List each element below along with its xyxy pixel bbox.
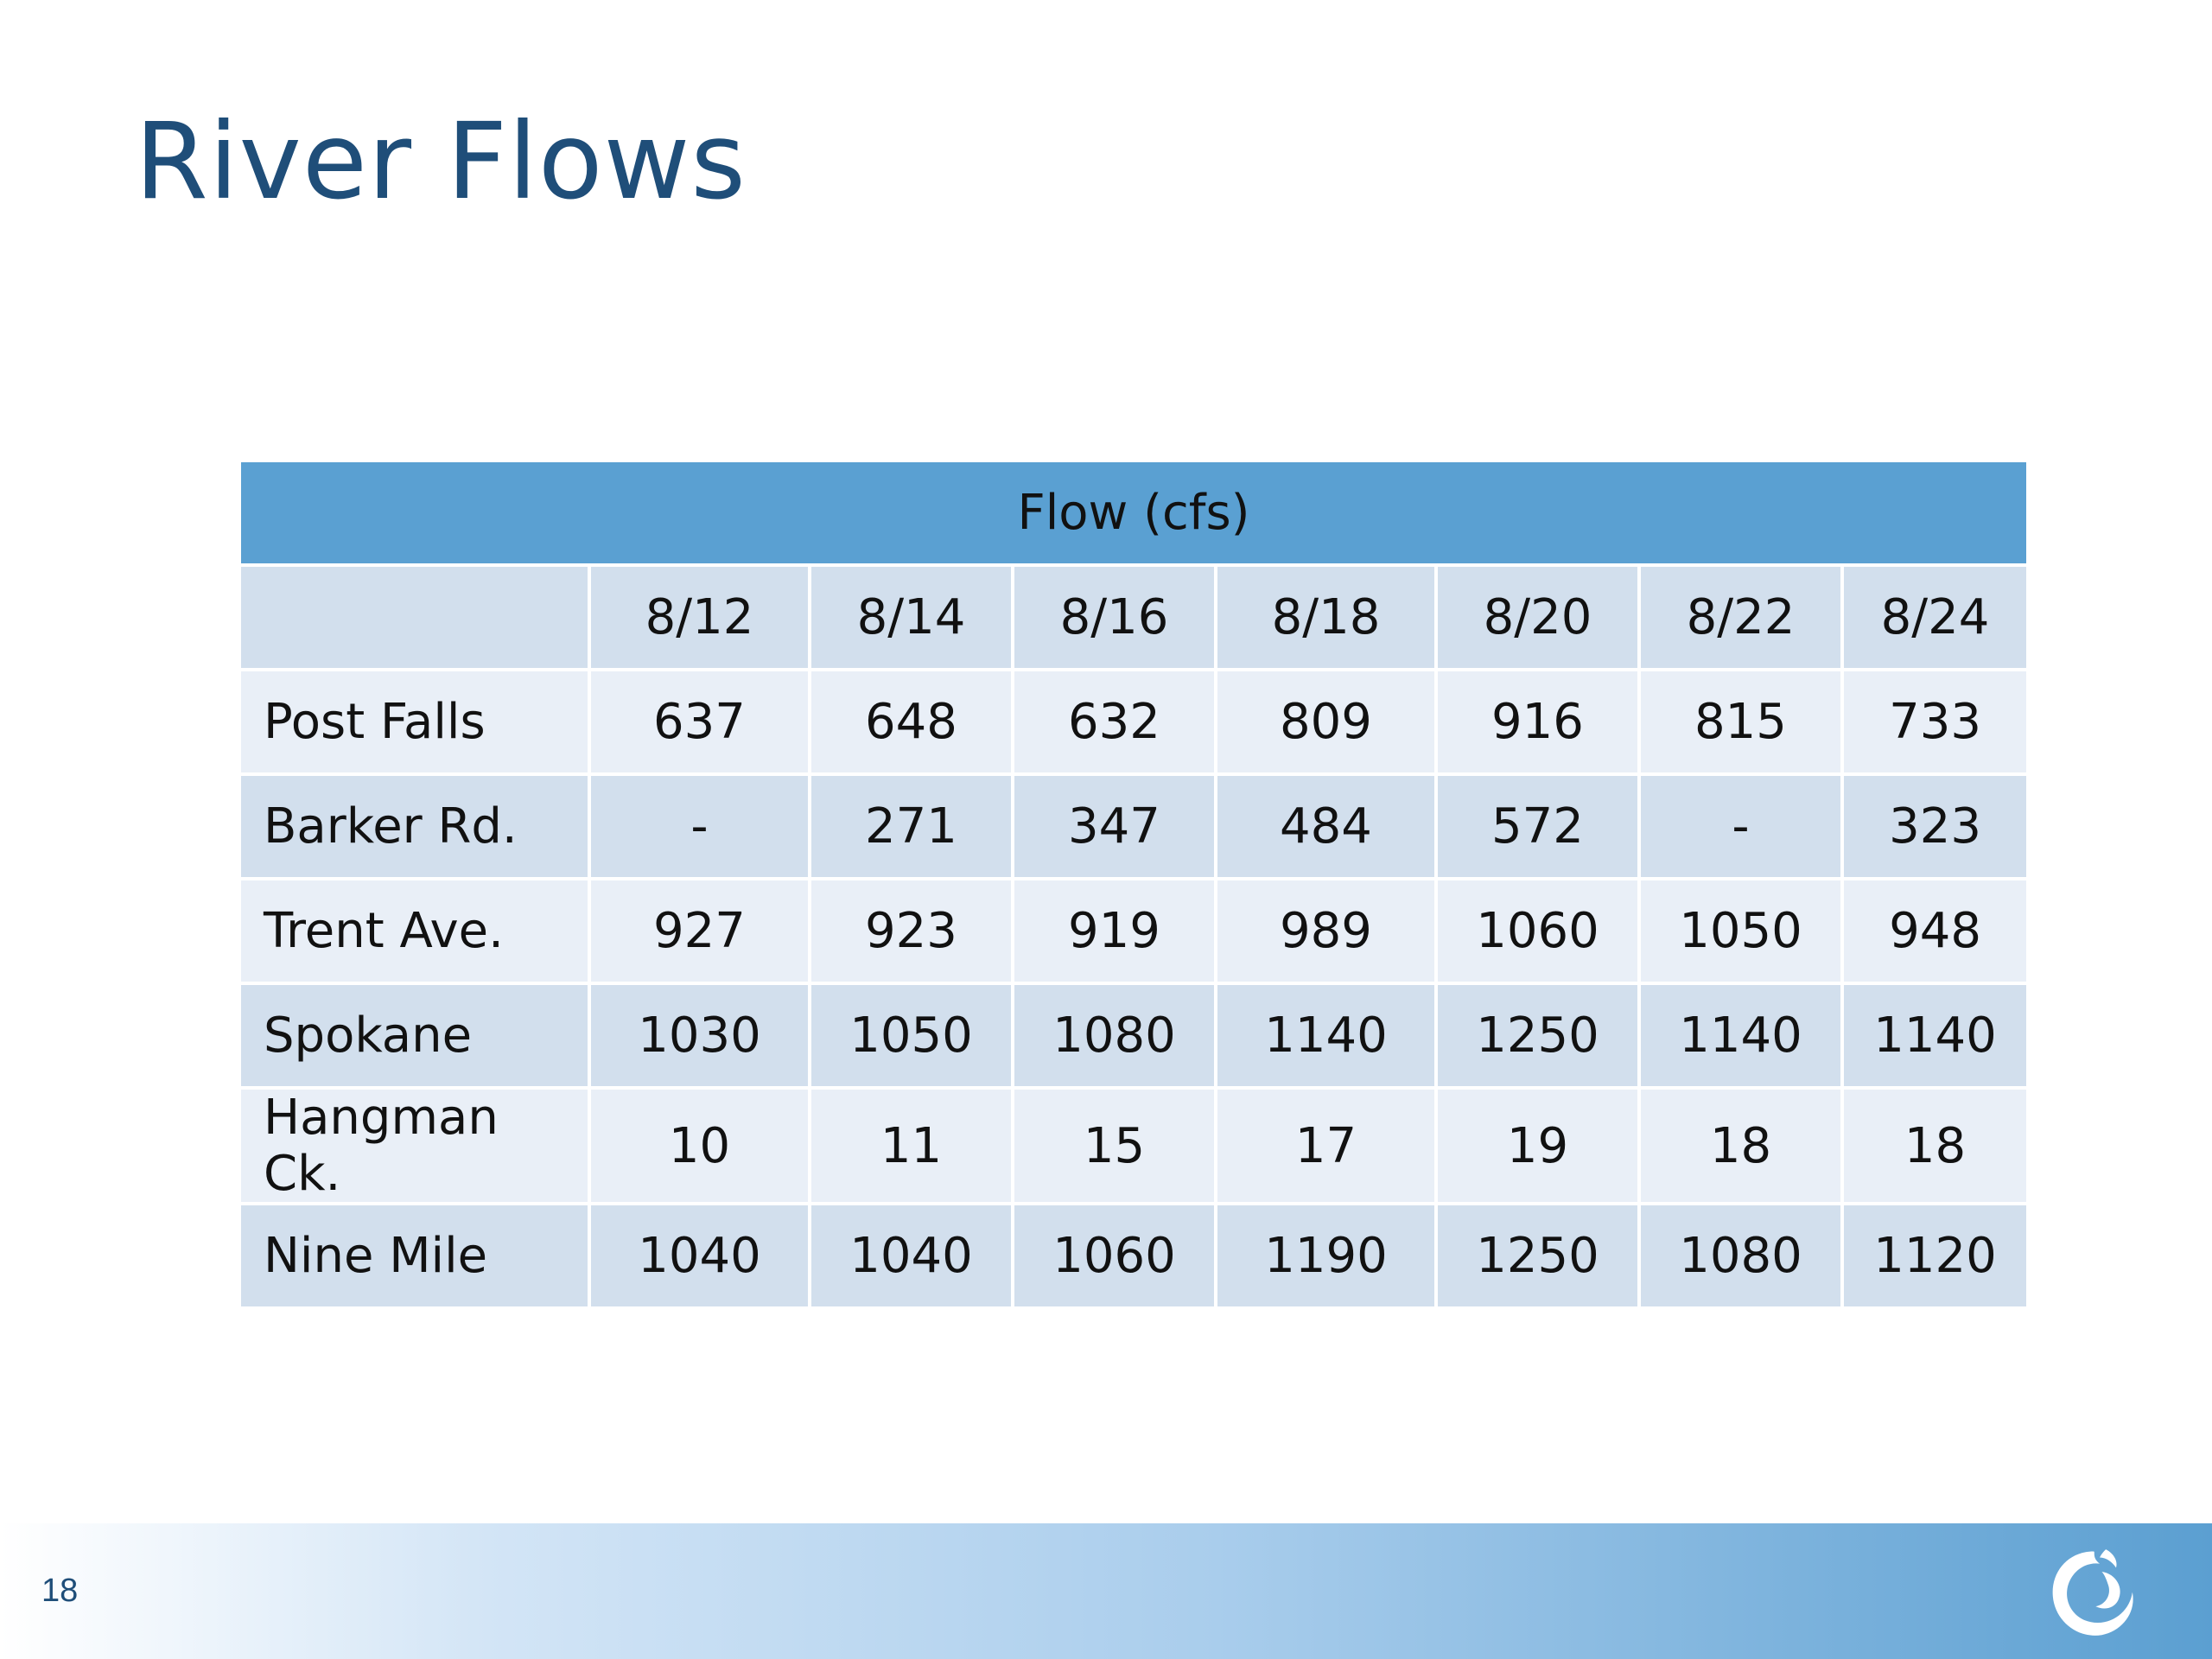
table-caption: Flow (cfs) — [241, 462, 2027, 567]
table-cell: 1140 — [1844, 985, 2027, 1090]
table-cell: 271 — [811, 776, 1014, 880]
column-header: 8/18 — [1217, 567, 1438, 671]
table-row: Trent Ave. 927 923 919 989 1060 1050 948 — [241, 880, 2027, 985]
table-cell: 1250 — [1438, 985, 1641, 1090]
table-header-row: 8/12 8/14 8/16 8/18 8/20 8/22 8/24 — [241, 567, 2027, 671]
table-cell: 11 — [811, 1090, 1014, 1205]
table-row: Post Falls 637 648 632 809 916 815 733 — [241, 671, 2027, 776]
column-header: 8/14 — [811, 567, 1014, 671]
table-cell: 17 — [1217, 1090, 1438, 1205]
table-cell: 916 — [1438, 671, 1641, 776]
table-cell: 18 — [1641, 1090, 1844, 1205]
table-cell: 1050 — [811, 985, 1014, 1090]
table-cell: 948 — [1844, 880, 2027, 985]
table-cell: 1040 — [811, 1205, 1014, 1306]
column-header: 8/16 — [1014, 567, 1217, 671]
column-header: 8/24 — [1844, 567, 2027, 671]
row-label: Nine Mile — [241, 1205, 591, 1306]
table-cell: 989 — [1217, 880, 1438, 985]
table-cell: 1080 — [1641, 1205, 1844, 1306]
table-cell: 347 — [1014, 776, 1217, 880]
flow-table-container: Flow (cfs) 8/12 8/14 8/16 8/18 8/20 8/22… — [241, 462, 2027, 1306]
table-cell: 637 — [591, 671, 811, 776]
table-cell: 1080 — [1014, 985, 1217, 1090]
table-row: Spokane 1030 1050 1080 1140 1250 1140 11… — [241, 985, 2027, 1090]
row-label: Barker Rd. — [241, 776, 591, 880]
table-cell: 733 — [1844, 671, 2027, 776]
table-cell: 19 — [1438, 1090, 1641, 1205]
table-cell: 1060 — [1014, 1205, 1217, 1306]
page-number: 18 — [41, 1573, 79, 1609]
table-cell: 1120 — [1844, 1205, 2027, 1306]
table-cell: 15 — [1014, 1090, 1217, 1205]
table-cell: 18 — [1844, 1090, 2027, 1205]
table-cell: 648 — [811, 671, 1014, 776]
row-label: Post Falls — [241, 671, 591, 776]
column-header: 8/20 — [1438, 567, 1641, 671]
table-cell: 1060 — [1438, 880, 1641, 985]
table-cell: 927 — [591, 880, 811, 985]
table-cell: 1190 — [1217, 1205, 1438, 1306]
table-cell: 10 — [591, 1090, 811, 1205]
table-cell: 1250 — [1438, 1205, 1641, 1306]
table-cell: 572 — [1438, 776, 1641, 880]
row-label: Trent Ave. — [241, 880, 591, 985]
flow-table: Flow (cfs) 8/12 8/14 8/16 8/18 8/20 8/22… — [241, 462, 2027, 1306]
table-cell: 1050 — [1641, 880, 1844, 985]
table-cell: 1040 — [591, 1205, 811, 1306]
header-corner-cell — [241, 567, 591, 671]
table-cell: - — [1641, 776, 1844, 880]
table-cell: 484 — [1217, 776, 1438, 880]
column-header: 8/22 — [1641, 567, 1844, 671]
row-label: Spokane — [241, 985, 591, 1090]
footer-band — [0, 1523, 2212, 1659]
table-cell: 632 — [1014, 671, 1217, 776]
table-row: Hangman Ck. 10 11 15 17 19 18 18 — [241, 1090, 2027, 1205]
table-cell: 323 — [1844, 776, 2027, 880]
table-row: Nine Mile 1040 1040 1060 1190 1250 1080 … — [241, 1205, 2027, 1306]
row-label: Hangman Ck. — [241, 1090, 591, 1205]
table-cell: 1140 — [1641, 985, 1844, 1090]
slide-title: River Flows — [135, 100, 747, 223]
table-cell: 1140 — [1217, 985, 1438, 1090]
table-cell: 919 — [1014, 880, 1217, 985]
swirl-logo-icon — [2052, 1549, 2133, 1636]
column-header: 8/12 — [591, 567, 811, 671]
table-cell: 815 — [1641, 671, 1844, 776]
table-row: Barker Rd. - 271 347 484 572 - 323 — [241, 776, 2027, 880]
table-cell: - — [591, 776, 811, 880]
table-caption-row: Flow (cfs) — [241, 462, 2027, 567]
table-cell: 809 — [1217, 671, 1438, 776]
table-cell: 923 — [811, 880, 1014, 985]
table-cell: 1030 — [591, 985, 811, 1090]
